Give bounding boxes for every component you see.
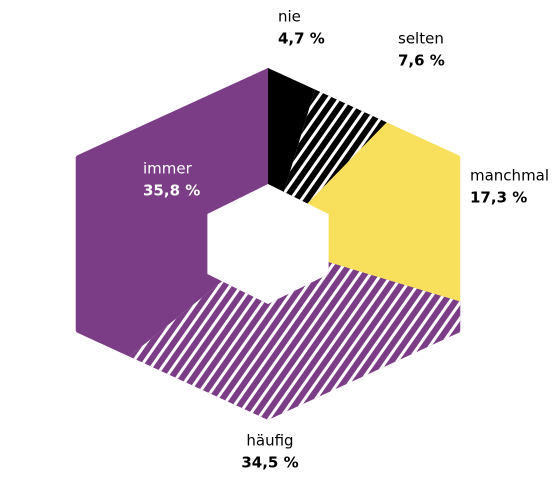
slice-group <box>268 68 316 192</box>
slice <box>75 68 269 357</box>
slice-label: manchmal <box>470 167 549 185</box>
slice-label: nie <box>278 8 301 26</box>
slice-hatch <box>129 262 461 420</box>
slice-hatch <box>283 89 387 204</box>
slice-group <box>129 262 461 420</box>
slice-value: 4,7 % <box>278 30 325 48</box>
slice-group <box>75 68 269 357</box>
slice-group <box>307 122 461 302</box>
slice-value: 35,8 % <box>143 182 200 200</box>
slice-label: selten <box>398 30 444 48</box>
slice-value: 34,5 % <box>241 454 298 472</box>
slice <box>307 122 461 302</box>
slice-label: häufig <box>246 432 293 450</box>
slice-group <box>283 89 387 204</box>
slice-label: immer <box>143 160 193 178</box>
slice-value: 7,6 % <box>398 52 445 70</box>
slice <box>268 68 316 192</box>
slice-value: 17,3 % <box>470 189 527 207</box>
